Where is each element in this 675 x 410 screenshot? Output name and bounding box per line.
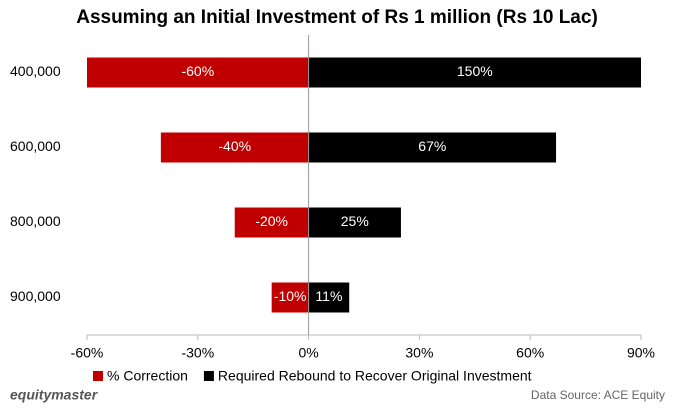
x-tick-label: 30% (405, 345, 433, 361)
bar (308, 132, 557, 163)
bar (308, 57, 641, 88)
data-label: 25% (341, 213, 369, 229)
bar (160, 132, 309, 163)
bar (234, 207, 309, 238)
y-tick-label: 400,000 (10, 63, 61, 79)
x-tick-label: 60% (516, 345, 544, 361)
chart-title: Assuming an Initial Investment of Rs 1 m… (76, 7, 598, 28)
x-tick-label: -30% (181, 345, 214, 361)
bar (308, 207, 401, 238)
bar (271, 282, 309, 313)
plot-area (87, 57, 641, 313)
x-tick-label: 90% (627, 345, 655, 361)
source: Data Source: ACE Equity (531, 388, 665, 402)
bar (308, 282, 350, 313)
data-label: -20% (255, 213, 288, 229)
data-label: 11% (315, 288, 342, 304)
y-tick-label: 800,000 (10, 213, 61, 229)
legend-label: % Correction (107, 368, 188, 384)
brand: equitymaster (10, 387, 99, 403)
y-tick-label: 600,000 (10, 138, 61, 154)
data-label: -10% (274, 288, 307, 304)
data-label: -60% (181, 63, 214, 79)
x-tick-label: 0% (298, 345, 318, 361)
data-label: 67% (418, 138, 446, 154)
data-label: -40% (218, 138, 251, 154)
legend-label: Required Rebound to Recover Original Inv… (218, 368, 532, 384)
legend-swatch (93, 371, 103, 381)
bar (87, 57, 309, 88)
data-label: 150% (457, 63, 493, 79)
legend-swatch (203, 371, 214, 381)
y-tick-label: 900,000 (10, 288, 61, 304)
x-tick-label: -60% (71, 345, 104, 361)
